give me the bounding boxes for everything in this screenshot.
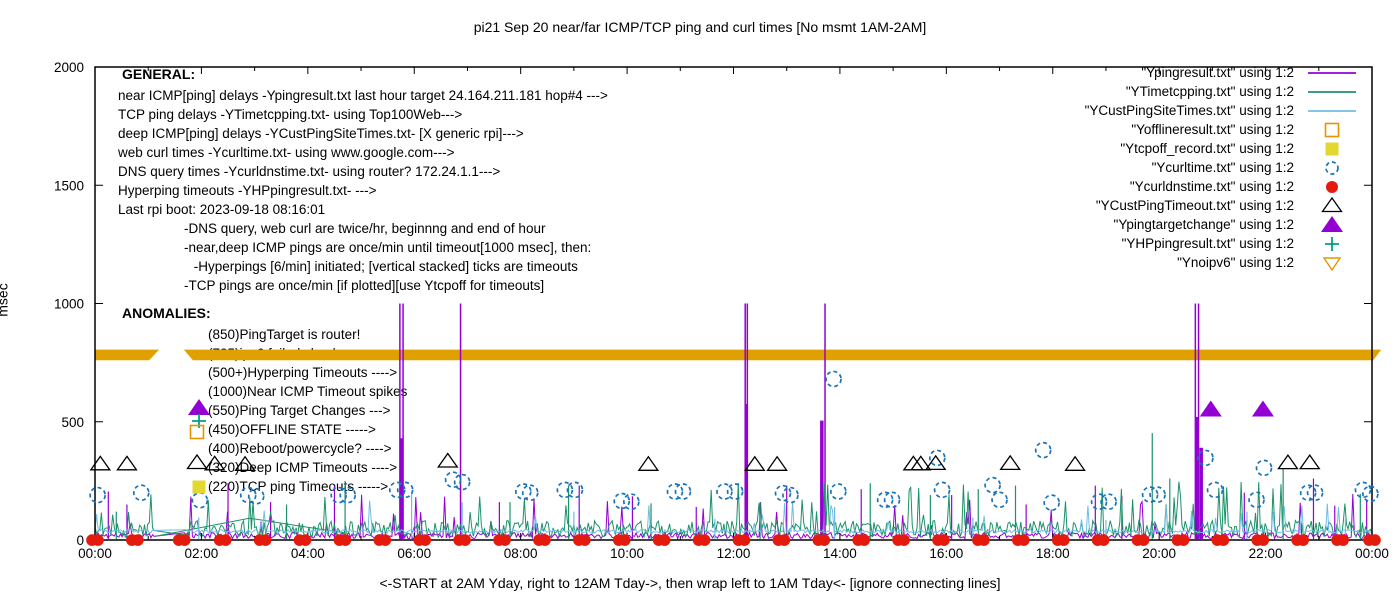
legend-line-icon	[1304, 64, 1360, 82]
legend-entry-7: "Ycurldnstime.txt" using 1:2	[1085, 177, 1360, 196]
legend-entry-4: "Yofflineresult.txt" using 1:2	[1085, 120, 1360, 139]
legend-label: "Ycurltime.txt" using 1:2	[1151, 160, 1294, 175]
dns-time-markers	[86, 534, 1381, 546]
legend-entry-9: "Ypingtargetchange" using 1:2	[1085, 215, 1360, 234]
anomalies-heading: ANOMALIES:	[122, 305, 211, 321]
anomaly-line: (450)OFFLINE STATE ----->	[208, 422, 376, 437]
legend-entry-5: "Ytcpoff_record.txt" using 1:2	[1085, 139, 1360, 158]
deep-icmp-timeout-markers	[89, 452, 1321, 471]
anomaly-line: (850)PingTarget is router!	[208, 327, 361, 342]
legend-line-icon	[1304, 102, 1360, 120]
general-subline: -near,deep ICMP pings are once/min until…	[184, 240, 592, 255]
svg-text:04:00: 04:00	[291, 546, 325, 561]
legend-label: "YTimetcpping.txt" using 1:2	[1125, 84, 1294, 99]
legend-square-open-icon	[1304, 121, 1360, 139]
general-line: DNS query times -Ycurldnstime.txt- using…	[118, 164, 501, 179]
svg-text:06:00: 06:00	[397, 546, 431, 561]
svg-text:500: 500	[61, 415, 84, 430]
legend-label: "Ypingtargetchange" using 1:2	[1113, 217, 1294, 232]
svg-text:20:00: 20:00	[1142, 546, 1176, 561]
general-line: Last rpi boot: 2023-09-18 08:16:01	[118, 202, 326, 217]
legend-label: "Ynoipv6" using 1:2	[1177, 255, 1294, 270]
svg-text:00:00: 00:00	[78, 546, 112, 561]
legend: "Ypingresult.txt" using 1:2 "YTimetcpping…	[1085, 63, 1360, 272]
anomaly-line: (320)Deep ICMP Timeouts ---->	[208, 460, 398, 475]
legend-entry-11: "Ynoipv6" using 1:2	[1085, 253, 1360, 272]
series-YCustPingSiteTimes.txt	[95, 492, 1372, 539]
legend-tri-down-icon	[1304, 254, 1360, 272]
legend-tri-fill-icon	[1304, 215, 1360, 234]
svg-text:18:00: 18:00	[1036, 546, 1070, 561]
legend-label: "Yofflineresult.txt" using 1:2	[1131, 122, 1294, 137]
legend-entry-3: "YCustPingSiteTimes.txt" using 1:2	[1085, 101, 1360, 120]
general-line: Hyperping timeouts -YHPpingresult.txt- -…	[118, 183, 377, 198]
legend-label: "Ytcpoff_record.txt" using 1:2	[1120, 141, 1294, 156]
anomaly-line: (400)Reboot/powercycle? ---->	[208, 441, 392, 456]
legend-label: "YCustPingTimeout.txt" using 1:2	[1095, 198, 1294, 213]
svg-text:1500: 1500	[54, 178, 84, 193]
svg-text:02:00: 02:00	[185, 546, 219, 561]
anomaly-bullet-glyphs	[186, 399, 210, 494]
ping-target-change-markers	[1199, 400, 1274, 417]
svg-text:16:00: 16:00	[929, 546, 963, 561]
legend-label: "Ycurldnstime.txt" using 1:2	[1129, 179, 1294, 194]
legend-entry-10: "YHPpingresult.txt" using 1:2	[1085, 234, 1360, 253]
legend-entry-8: "YCustPingTimeout.txt" using 1:2	[1085, 196, 1360, 215]
svg-text:10:00: 10:00	[610, 546, 644, 561]
x-axis-note: <-START at 2AM Yday, right to 12AM Tday-…	[379, 575, 1001, 591]
anomaly-line: (1000)Near ICMP Timeout spikes	[208, 384, 408, 399]
axes: 00:00 02:00 04:00 06:00 08:00 10:00 12:00 14:00…	[54, 60, 1389, 561]
legend-label: "YCustPingSiteTimes.txt" using 1:2	[1084, 103, 1294, 118]
legend-circle-open-icon	[1304, 159, 1360, 177]
general-line: web curl times -Ycurltime.txt- using www…	[118, 145, 455, 160]
legend-entry-1: "Ypingresult.txt" using 1:2	[1085, 63, 1360, 82]
legend-plus-icon	[1304, 235, 1360, 253]
curl-time-markers	[89, 370, 1379, 511]
legend-square-fill-icon	[1304, 140, 1360, 158]
anomaly-line: (500+)Hyperping Timeouts ---->	[208, 365, 398, 380]
series-Ypingresult.txt	[95, 303, 1372, 540]
svg-text:2000: 2000	[54, 60, 84, 75]
general-heading: GENERAL:	[122, 66, 196, 82]
anomaly-line: (550)Ping Target Changes --->	[208, 403, 391, 418]
svg-text:1000: 1000	[54, 297, 84, 312]
legend-label: "YHPpingresult.txt" using 1:2	[1121, 236, 1294, 251]
svg-text:08:00: 08:00	[504, 546, 538, 561]
legend-circle-fill-icon	[1304, 178, 1360, 196]
series-YTimetcpping.txt	[95, 433, 1372, 539]
svg-text:00:00: 00:00	[1355, 546, 1389, 561]
general-line: near ICMP[ping] delays -Ypingresult.txt …	[118, 88, 608, 103]
legend-entry-6: "Ycurltime.txt" using 1:2	[1085, 158, 1360, 177]
noipv6-band	[95, 349, 1382, 361]
general-line: TCP ping delays -YTimetcpping.txt- using…	[118, 107, 463, 122]
legend-label: "Ypingresult.txt" using 1:2	[1141, 65, 1294, 80]
svg-text:12:00: 12:00	[717, 546, 751, 561]
svg-text:14:00: 14:00	[823, 546, 857, 561]
legend-line-icon	[1304, 83, 1360, 101]
legend-tri-open-icon	[1304, 196, 1360, 215]
chart-title: pi21 Sep 20 near/far ICMP/TCP ping and c…	[473, 19, 927, 35]
svg-text:22:00: 22:00	[1249, 546, 1283, 561]
general-subline: -Hyperpings [6/min] initiated; [vertical…	[190, 259, 578, 274]
general-subline: -TCP pings are once/min [if plotted][use…	[184, 278, 545, 293]
general-line: deep ICMP[ping] delays -YCustPingSiteTim…	[118, 126, 524, 141]
general-subline: -DNS query, web curl are twice/hr, begin…	[184, 221, 546, 236]
svg-text:0: 0	[76, 533, 84, 548]
legend-entry-2: "YTimetcpping.txt" using 1:2	[1085, 82, 1360, 101]
